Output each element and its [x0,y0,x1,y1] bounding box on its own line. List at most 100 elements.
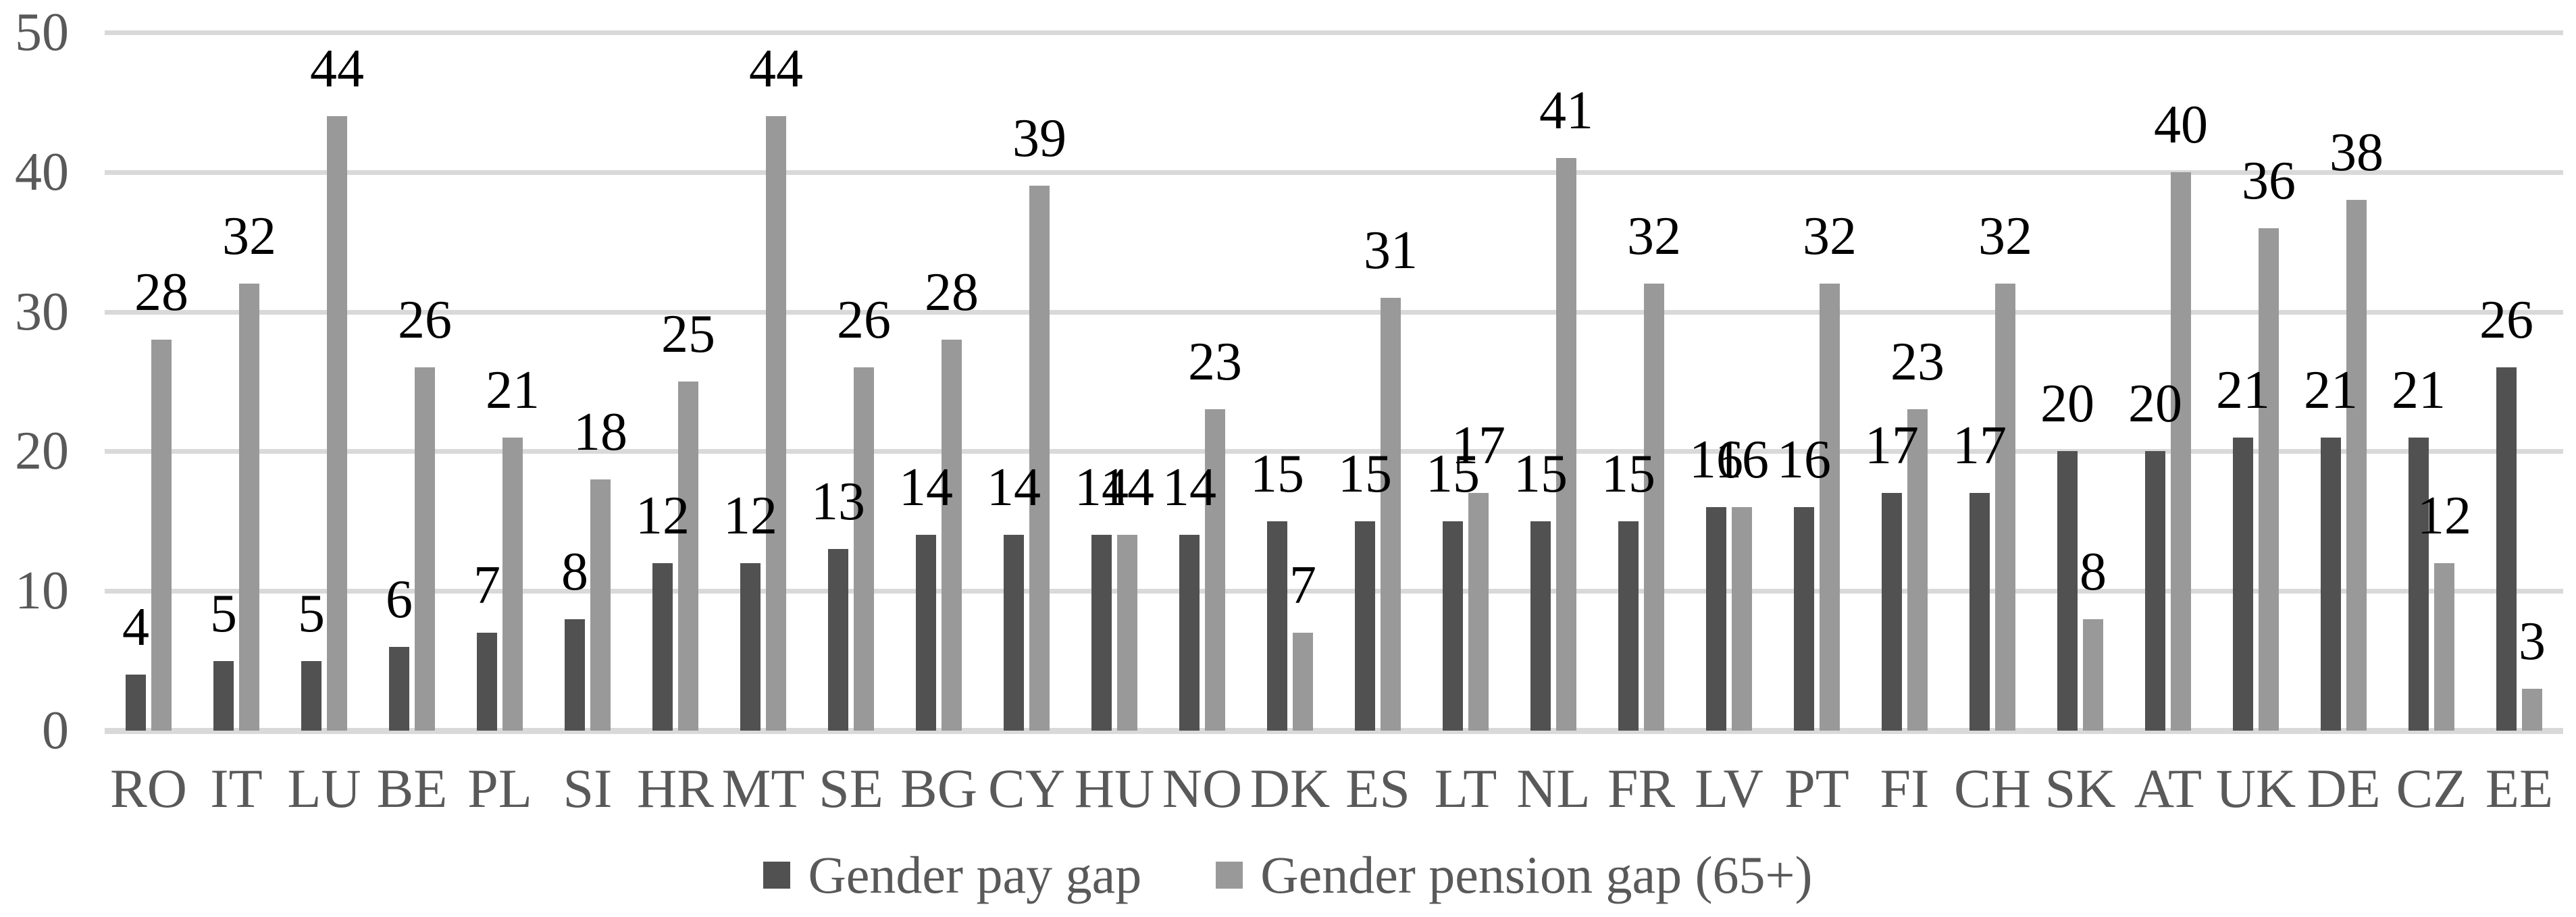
bar-pension-gap-ch [1995,284,2015,731]
value-label-pension-gap-nl: 41 [1539,81,1593,141]
bar-pay-gap-uk [2233,437,2253,731]
x-tick-label-pl: PL [467,758,532,819]
value-label-pay-gap-uk: 21 [2216,360,2270,420]
x-tick-label-nl: NL [1516,758,1591,819]
value-label-pension-gap-lv: 16 [1715,430,1769,490]
x-tick-label-ro: RO [110,758,187,819]
bar-pay-gap-no [1179,535,1200,731]
value-label-pay-gap-pl: 7 [473,556,500,616]
value-label-pension-gap-it: 32 [222,207,276,267]
x-tick-label-no: NO [1162,758,1243,819]
value-label-pension-gap-at: 40 [2154,95,2208,155]
value-label-pay-gap-nl: 15 [1514,444,1568,504]
x-tick-label-lu: LU [287,758,361,819]
bar-pay-gap-fi [1882,493,1902,731]
bar-pension-gap-lv [1732,507,1752,731]
value-label-pension-gap-hr: 25 [661,305,715,364]
x-tick-label-lt: LT [1434,758,1497,819]
value-label-pay-gap-ee: 26 [2479,290,2533,350]
value-label-pension-gap-es: 31 [1364,220,1418,280]
value-label-pay-gap-ro: 4 [122,598,149,658]
bar-pension-gap-es [1381,297,1401,731]
value-label-pay-gap-at: 20 [2128,374,2182,434]
x-tick-label-si: SI [563,758,613,819]
x-tick-label-uk: UK [2215,758,2296,819]
bar-pay-gap-sk [2057,451,2078,731]
x-tick-label-hu: HU [1074,758,1155,819]
bar-pension-gap-fr [1644,284,1664,731]
bar-pay-gap-hr [652,562,673,731]
bar-pay-gap-si [565,619,585,731]
value-label-pay-gap-mt: 12 [723,486,777,546]
bar-pension-gap-sk [2083,619,2103,731]
value-label-pay-gap-cy: 14 [987,458,1041,518]
bar-pay-gap-lu [301,660,321,731]
gridline-50 [105,30,2563,35]
bar-pay-gap-lv [1706,507,1726,731]
bar-pension-gap-uk [2259,228,2279,731]
value-label-pay-gap-be: 6 [386,569,413,629]
value-label-pension-gap-ro: 28 [134,262,188,322]
bar-pension-gap-pt [1820,284,1840,731]
value-label-pay-gap-es: 15 [1338,444,1392,504]
value-label-pension-gap-be: 26 [398,290,452,350]
bar-pay-gap-it [213,660,234,731]
legend-item-pay-gap: Gender pay gap [763,849,1141,901]
value-label-pay-gap-dk: 15 [1250,444,1304,504]
bar-pay-gap-cy [1004,535,1024,731]
bar-pay-gap-pl [477,633,497,731]
value-label-pay-gap-sk: 20 [2040,374,2094,434]
x-tick-label-it: IT [210,758,263,819]
bar-pension-gap-lt [1468,493,1489,731]
x-tick-label-sk: SK [2044,758,2116,819]
x-tick-label-fr: FR [1607,758,1676,819]
y-tick-label-0: 0 [42,701,69,760]
value-label-pension-gap-ch: 32 [1978,207,2032,267]
legend-label-pension-gap: Gender pension gap (65+) [1260,845,1813,904]
value-label-pension-gap-lt: 17 [1451,416,1505,476]
value-label-pension-gap-cz: 12 [2417,486,2471,546]
x-tick-label-ch: CH [1954,758,2031,819]
x-tick-label-fi: FI [1880,758,1930,819]
pay-gap-swatch [763,862,791,889]
value-label-pay-gap-bg: 14 [899,458,953,518]
bar-pension-gap-de [2346,200,2367,731]
value-label-pension-gap-si: 18 [573,402,627,462]
value-label-pay-gap-lt: 15 [1426,444,1480,504]
value-label-pension-gap-sk: 8 [2080,542,2107,602]
y-tick-label-40: 40 [15,142,69,202]
bar-pay-gap-lt [1443,521,1463,731]
value-label-pension-gap-cy: 39 [1012,109,1066,169]
value-label-pay-gap-cz: 21 [2392,360,2446,420]
gridline-0 [105,728,2563,734]
bar-pension-gap-nl [1556,158,1576,731]
bar-pay-gap-hu [1091,535,1112,731]
bar-pension-gap-no [1205,409,1225,731]
bar-pension-gap-ee [2522,688,2542,731]
bar-pension-gap-hu [1117,535,1137,731]
value-label-pension-gap-fi: 23 [1890,332,1944,392]
gridline-40 [105,169,2563,175]
gridline-10 [105,589,2563,594]
x-tick-label-pt: PT [1784,758,1849,819]
y-tick-label-20: 20 [15,421,69,481]
value-label-pay-gap-lv: 16 [1689,430,1743,490]
bar-pay-gap-dk [1267,521,1287,731]
bar-pension-gap-fi [1907,409,1928,731]
value-label-pay-gap-lu: 5 [298,583,325,644]
bar-pension-gap-ro [151,339,172,731]
bar-pension-gap-dk [1293,633,1313,731]
value-label-pension-gap-pl: 21 [486,360,540,420]
y-tick-label-30: 30 [15,282,69,342]
x-tick-label-cy: CY [988,758,1065,819]
value-label-pay-gap-no: 14 [1162,458,1216,518]
bar-pension-gap-cz [2434,562,2454,731]
bar-pay-gap-be [389,646,409,731]
x-tick-label-be: BE [376,758,448,819]
bar-pay-gap-nl [1530,521,1551,731]
legend-label-pay-gap: Gender pay gap [808,845,1142,904]
gridline-30 [105,309,2563,315]
